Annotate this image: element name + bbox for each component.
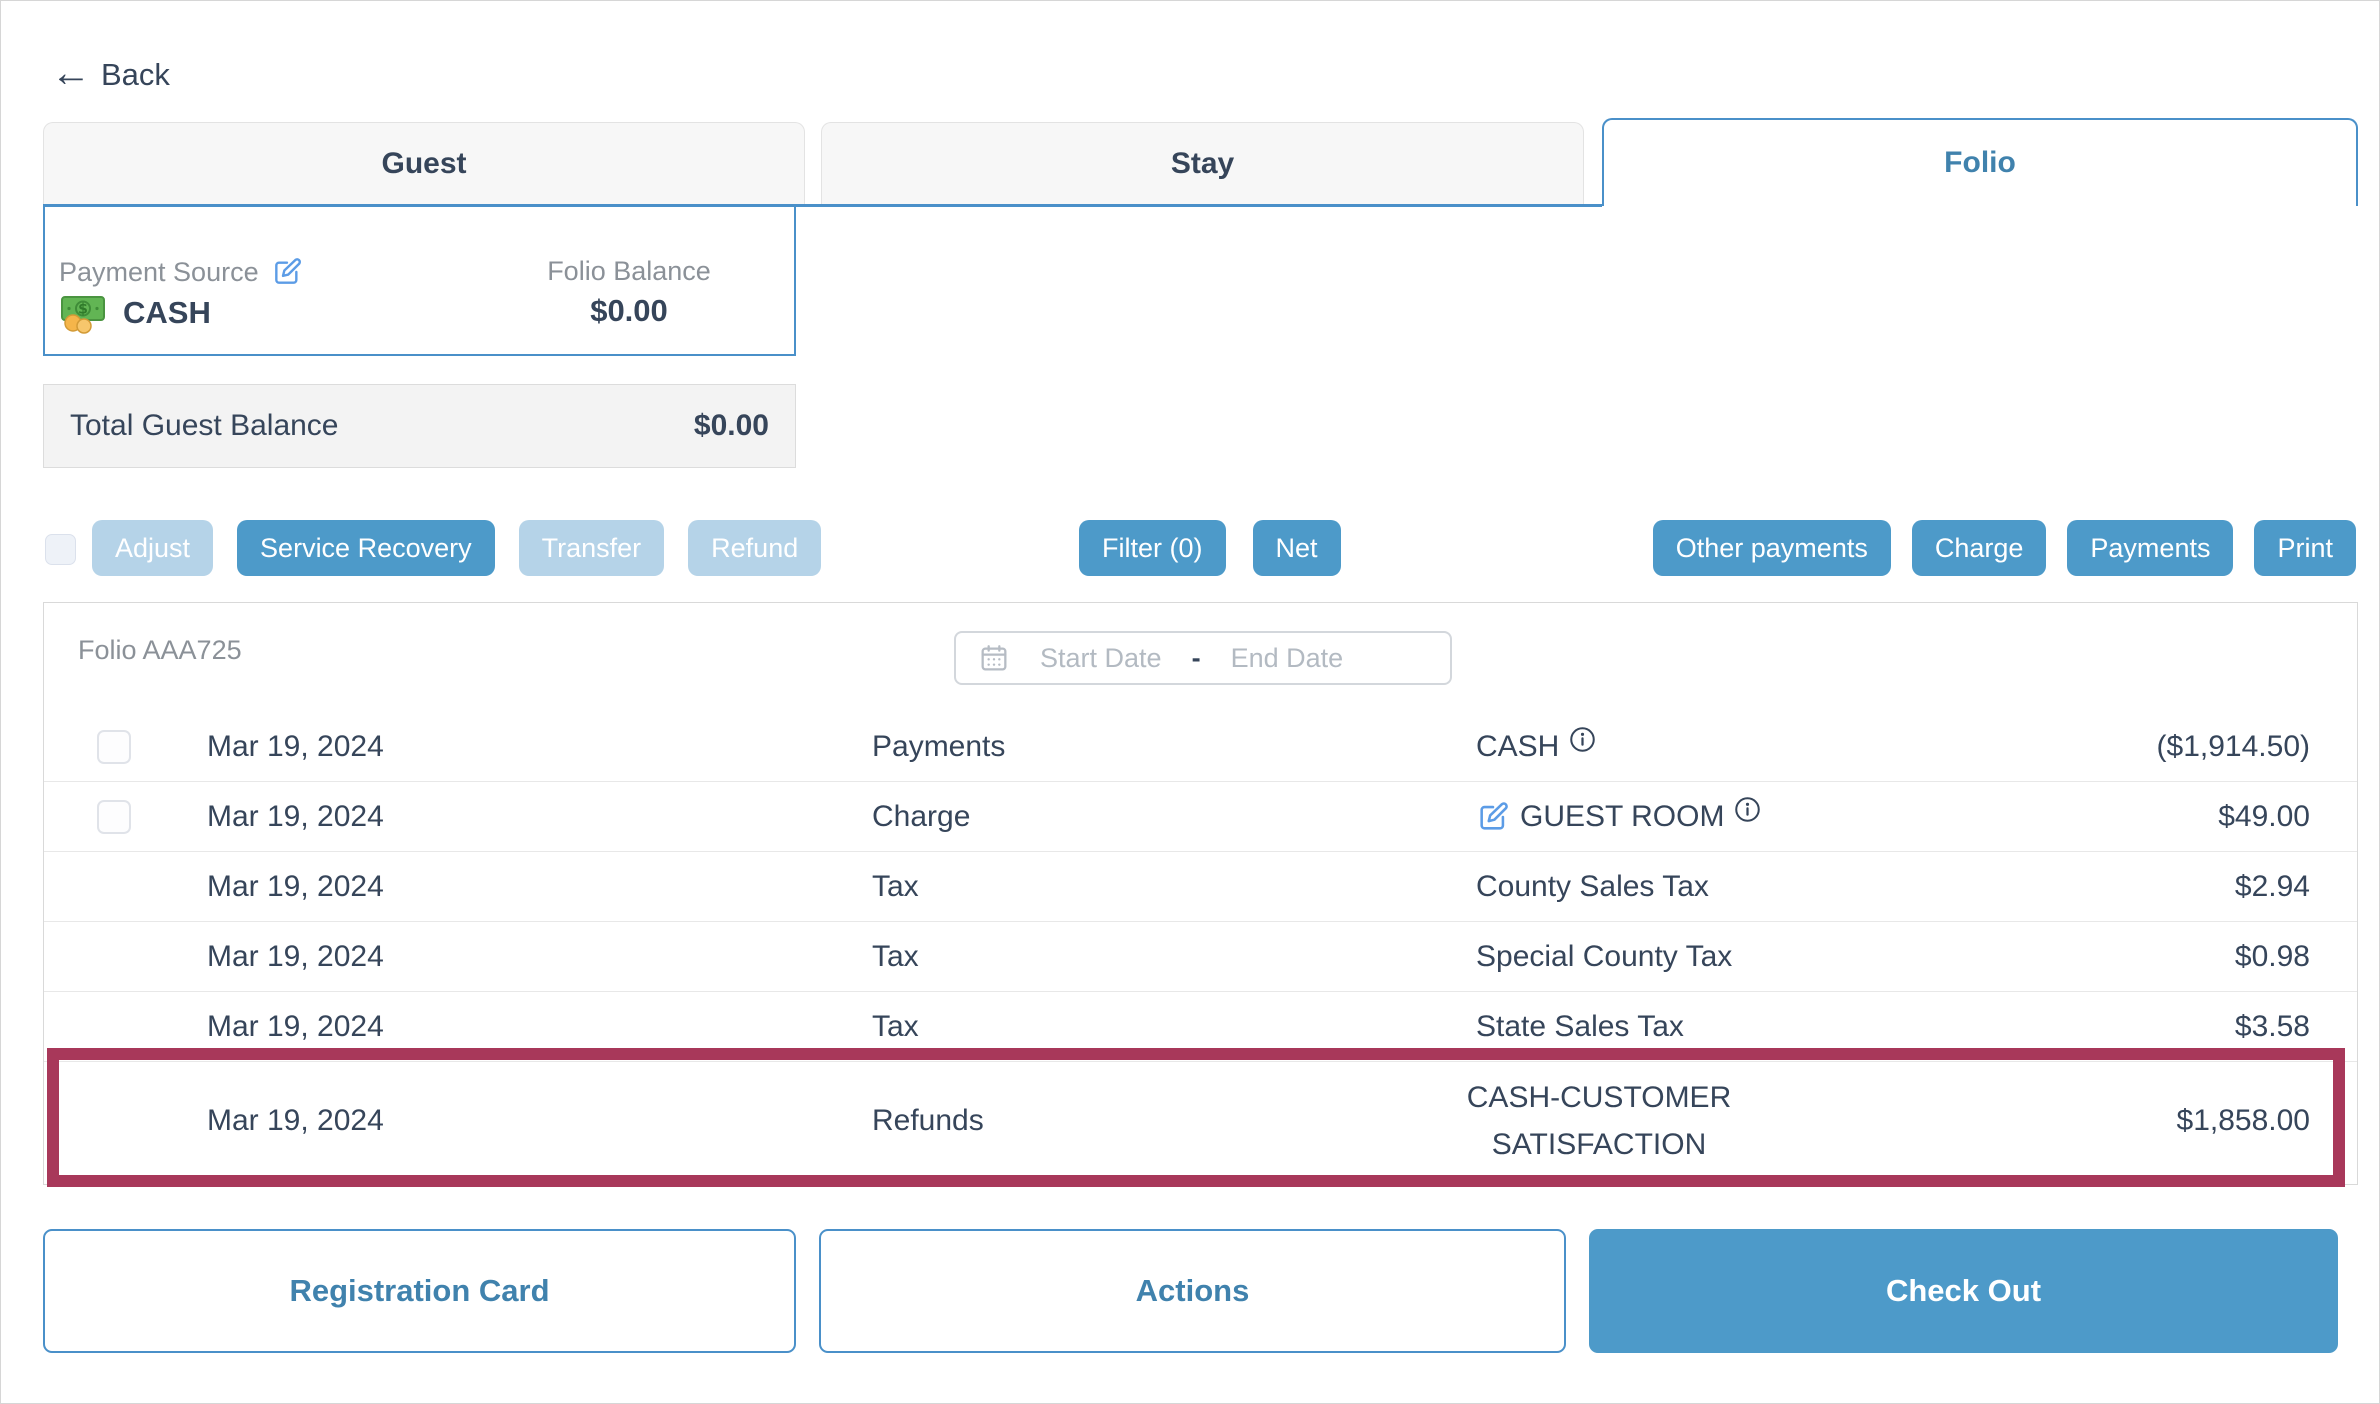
print-button[interactable]: Print — [2254, 520, 2356, 576]
row-description: Special County Tax — [1476, 939, 1733, 973]
row-checkbox-cell — [44, 729, 207, 764]
row-date: Mar 19, 2024 — [207, 869, 384, 903]
row-date: Mar 19, 2024 — [207, 799, 384, 833]
row-checkbox-cell — [44, 799, 207, 834]
row-description-cell: Special County Tax — [1434, 940, 1814, 974]
folio-balance-value: $0.00 — [590, 293, 668, 328]
row-checkbox[interactable] — [97, 729, 131, 764]
row-type: Charge — [872, 799, 971, 833]
select-all-checkbox[interactable] — [45, 534, 76, 565]
folio-table-row[interactable]: Mar 19, 2024 Charge GUEST ROOM $49.00 — [44, 782, 2357, 852]
row-amount: ($1,914.50) — [2156, 729, 2310, 763]
folio-table-row[interactable]: Mar 19, 2024 Refunds CASH-CUSTOMER SATIS… — [44, 1048, 2357, 1187]
net-button[interactable]: Net — [1252, 520, 1341, 576]
folio-table: Folio AAA725 Start Date - End Date Ma — [43, 602, 2358, 1187]
edit-payment-source-icon[interactable] — [271, 256, 303, 288]
payment-method-value: CASH — [123, 295, 211, 330]
row-description-cell: County Sales Tax — [1434, 870, 1814, 904]
tab-underline — [43, 204, 1602, 207]
folio-table-row[interactable]: Mar 19, 2024 Tax County Sales Tax $2.94 — [44, 852, 2357, 922]
row-type: Refunds — [872, 1104, 984, 1137]
tab-folio-label: Folio — [1944, 146, 2016, 179]
row-amount: $49.00 — [2218, 799, 2310, 833]
row-date: Mar 19, 2024 — [207, 1009, 384, 1043]
calendar-icon — [978, 642, 1010, 674]
transfer-button[interactable]: Transfer — [518, 520, 665, 576]
back-label: Back — [101, 57, 170, 92]
row-type: Payments — [872, 729, 1006, 763]
row-description-cell: GUEST ROOM — [1434, 797, 1814, 834]
row-edit-icon[interactable] — [1476, 800, 1510, 834]
row-description: County Sales Tax — [1476, 869, 1709, 903]
date-range-separator: - — [1191, 642, 1201, 673]
row-description: State Sales Tax — [1476, 1009, 1684, 1043]
tab-guest-label: Guest — [381, 146, 467, 180]
row-amount: $3.58 — [2234, 1009, 2310, 1043]
folio-balance-block: Folio Balance $0.00 — [504, 256, 754, 354]
row-description: GUEST ROOM — [1520, 799, 1725, 833]
row-description-cell: CASH-CUSTOMER SATISFACTION — [1434, 1074, 1814, 1168]
end-date-input[interactable]: End Date — [1230, 642, 1344, 673]
refund-button[interactable]: Refund — [688, 520, 822, 576]
charge-button[interactable]: Charge — [1911, 520, 2047, 576]
cash-money-icon: $ — [59, 292, 109, 334]
folio-title: Folio AAA725 — [78, 635, 242, 665]
start-date-input[interactable]: Start Date — [1040, 642, 1162, 673]
tab-folio[interactable]: Folio — [1602, 118, 2358, 206]
row-amount: $1,858.00 — [2176, 1104, 2310, 1137]
tab-guest[interactable]: Guest — [43, 122, 805, 204]
payment-source-left: Payment Source $ CASH — [59, 256, 504, 354]
check-out-button[interactable]: Check Out — [1589, 1229, 2338, 1353]
row-date: Mar 19, 2024 — [207, 939, 384, 973]
folio-table-row[interactable]: Mar 19, 2024 Tax State Sales Tax $3.58 — [44, 992, 2357, 1062]
total-guest-balance: Total Guest Balance $0.00 — [43, 384, 796, 468]
row-description: CASH — [1476, 729, 1560, 763]
date-range-picker[interactable]: Start Date - End Date — [954, 631, 1452, 685]
svg-text:$: $ — [78, 302, 88, 318]
toolbar-mid-group: Filter (0) Net — [1079, 520, 1341, 576]
row-description-cell: State Sales Tax — [1434, 1010, 1814, 1044]
back-arrow-icon: ← — [51, 51, 91, 95]
row-info-icon[interactable] — [1734, 796, 1761, 823]
row-checkbox[interactable] — [97, 799, 131, 834]
payment-source-card: Payment Source $ CASH — [43, 204, 796, 356]
row-amount: $2.94 — [2234, 869, 2310, 903]
filter-button[interactable]: Filter (0) — [1079, 520, 1226, 576]
payments-button[interactable]: Payments — [2067, 520, 2234, 576]
row-description-cell: CASH — [1434, 727, 1814, 764]
row-type: Tax — [872, 1009, 919, 1043]
service-recovery-button[interactable]: Service Recovery — [237, 520, 495, 576]
row-info-icon[interactable] — [1569, 726, 1596, 753]
toolbar-right-group: Other payments Charge Payments Print — [1652, 520, 2356, 576]
tab-stay-label: Stay — [1170, 146, 1235, 180]
tab-stay[interactable]: Stay — [821, 122, 1584, 204]
folio-table-row[interactable]: Mar 19, 2024 Tax Special County Tax $0.9… — [44, 922, 2357, 992]
back-button[interactable]: ← Back — [51, 53, 170, 93]
row-type: Tax — [872, 939, 919, 973]
row-amount: $0.98 — [2234, 939, 2310, 973]
row-date: Mar 19, 2024 — [207, 1104, 384, 1137]
payment-source-label: Payment Source — [59, 256, 259, 287]
adjust-button[interactable]: Adjust — [92, 520, 214, 576]
folio-table-row[interactable]: Mar 19, 2024 Payments CASH ($1,914.50) — [44, 712, 2357, 782]
folio-rows: Mar 19, 2024 Payments CASH ($1,914.50) M… — [44, 712, 2357, 1187]
row-type: Tax — [872, 869, 919, 903]
registration-card-button[interactable]: Registration Card — [43, 1229, 796, 1353]
other-payments-button[interactable]: Other payments — [1652, 520, 1891, 576]
row-description: CASH-CUSTOMER SATISFACTION — [1466, 1081, 1732, 1161]
folio-balance-label: Folio Balance — [547, 256, 711, 286]
toolbar-left-group: Adjust Service Recovery Transfer Refund — [92, 520, 822, 576]
total-guest-balance-value: $0.00 — [693, 409, 769, 442]
actions-button[interactable]: Actions — [819, 1229, 1566, 1353]
row-date: Mar 19, 2024 — [207, 729, 384, 763]
total-guest-balance-label: Total Guest Balance — [70, 409, 339, 442]
